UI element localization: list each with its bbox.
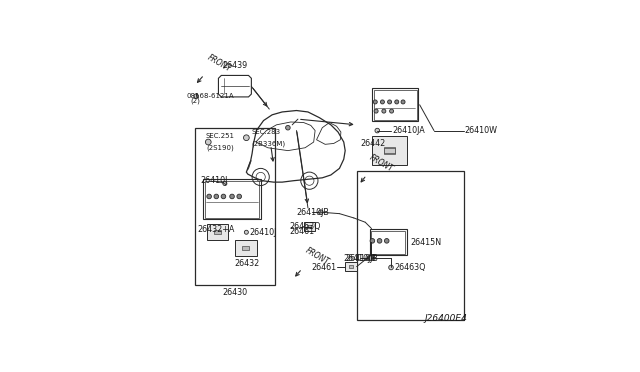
Text: (2B336M): (2B336M) <box>252 141 285 147</box>
Text: 26410JB: 26410JB <box>345 254 378 263</box>
Circle shape <box>382 109 386 113</box>
Text: 08168-6121A: 08168-6121A <box>186 93 234 99</box>
Circle shape <box>380 100 385 104</box>
Circle shape <box>395 100 399 104</box>
Text: 26461: 26461 <box>311 263 336 272</box>
Circle shape <box>370 238 374 243</box>
Bar <box>345 262 356 271</box>
Text: FRONT: FRONT <box>368 153 395 173</box>
Bar <box>235 240 257 256</box>
Text: 26410JB: 26410JB <box>344 254 376 263</box>
Text: 26461: 26461 <box>289 227 314 236</box>
Circle shape <box>401 100 405 104</box>
Circle shape <box>390 109 394 113</box>
Bar <box>384 147 396 154</box>
Circle shape <box>388 100 392 104</box>
Circle shape <box>244 230 248 234</box>
Bar <box>204 179 260 219</box>
Text: 26410JB: 26410JB <box>296 208 330 217</box>
Bar <box>303 222 315 231</box>
Circle shape <box>194 94 198 99</box>
Text: J26400E4: J26400E4 <box>424 314 467 323</box>
Bar <box>207 224 228 240</box>
Circle shape <box>367 256 372 260</box>
Text: 26415N: 26415N <box>410 238 442 247</box>
Text: 26439: 26439 <box>222 61 248 70</box>
Text: FRONT: FRONT <box>205 52 233 73</box>
Text: 26442: 26442 <box>360 139 385 148</box>
Bar <box>372 136 407 165</box>
Circle shape <box>205 139 211 145</box>
Text: 26432+A: 26432+A <box>197 225 234 234</box>
Circle shape <box>207 194 211 199</box>
Bar <box>372 88 418 121</box>
Circle shape <box>243 135 249 141</box>
Circle shape <box>230 194 234 199</box>
Circle shape <box>369 256 373 260</box>
Circle shape <box>373 100 377 104</box>
Circle shape <box>214 194 219 199</box>
Bar <box>307 225 311 228</box>
Circle shape <box>385 238 389 243</box>
Bar <box>214 230 221 234</box>
Text: 26410J: 26410J <box>200 176 228 185</box>
Text: 26432: 26432 <box>235 260 260 269</box>
Text: SEC.283: SEC.283 <box>252 129 281 135</box>
Bar <box>369 230 407 255</box>
Bar <box>195 128 275 285</box>
Circle shape <box>221 194 226 199</box>
Circle shape <box>237 194 241 199</box>
Text: (2S190): (2S190) <box>206 145 234 151</box>
Text: 26410J: 26410J <box>250 228 277 237</box>
Circle shape <box>374 109 378 113</box>
Bar <box>371 231 405 254</box>
Bar <box>356 171 464 320</box>
Circle shape <box>319 210 323 215</box>
Text: 26463Q: 26463Q <box>289 222 321 231</box>
Text: SEC.251: SEC.251 <box>206 133 235 139</box>
Text: 26463Q: 26463Q <box>394 263 426 272</box>
Text: FRONT: FRONT <box>303 246 331 267</box>
Circle shape <box>388 265 394 270</box>
Bar <box>349 266 353 268</box>
Bar <box>205 181 259 218</box>
Bar <box>385 148 395 153</box>
Text: (2): (2) <box>191 98 200 104</box>
Circle shape <box>223 182 227 186</box>
Text: 26410W: 26410W <box>465 126 498 135</box>
Circle shape <box>375 128 380 133</box>
Circle shape <box>377 238 382 243</box>
Circle shape <box>285 125 290 130</box>
Text: 26430: 26430 <box>222 288 248 297</box>
Bar <box>242 246 250 250</box>
Text: 26410JA: 26410JA <box>392 126 425 135</box>
Bar <box>374 90 417 120</box>
Circle shape <box>310 224 315 229</box>
